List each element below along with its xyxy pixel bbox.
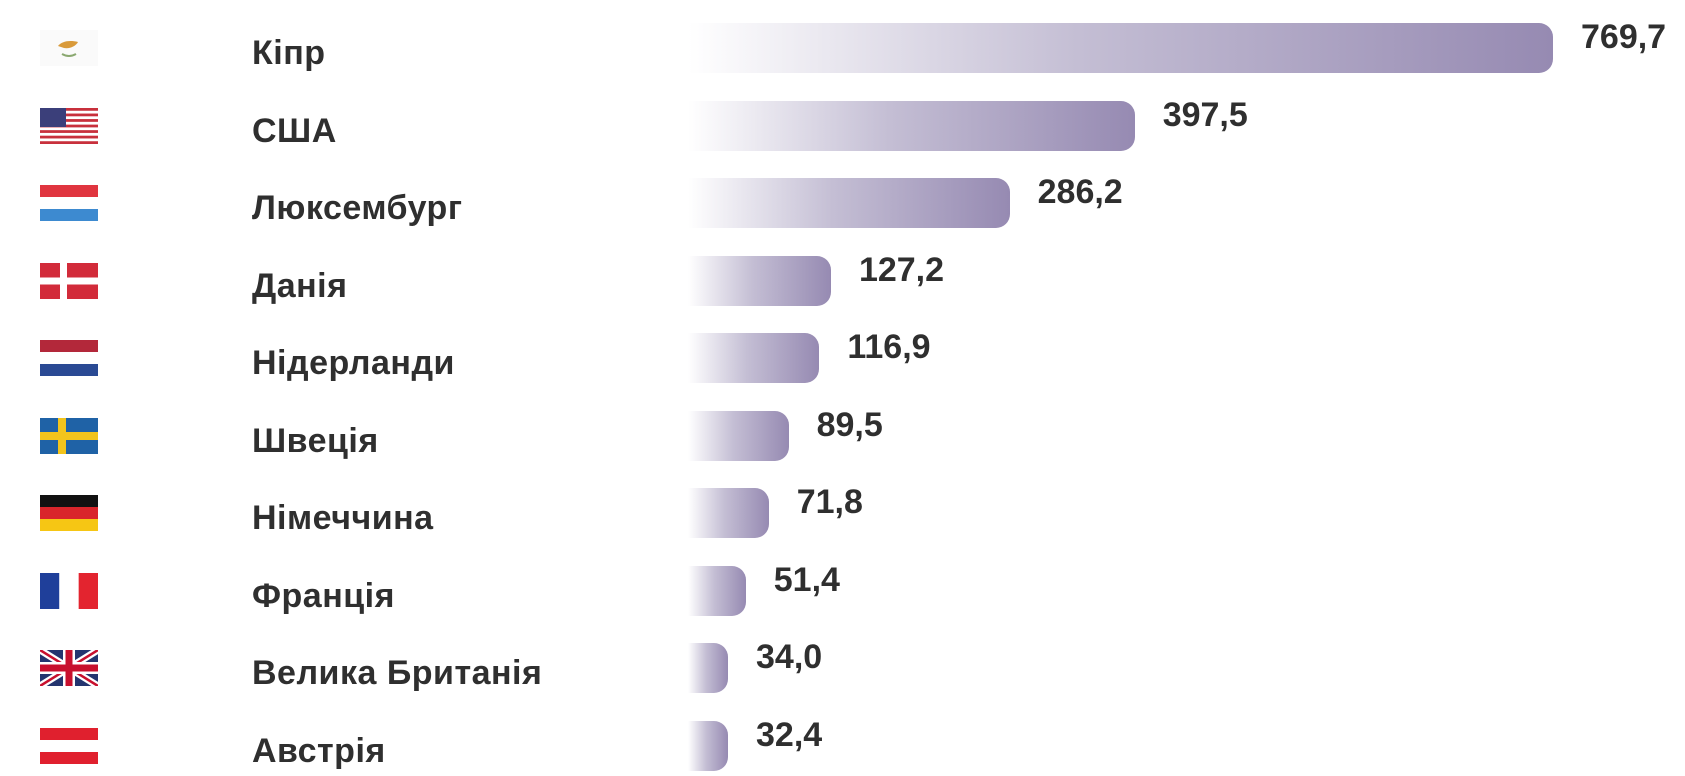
france-flag-icon (40, 572, 98, 609)
chart-row: Люксембург 286,2 (0, 173, 1685, 233)
category-label: Австрія (252, 731, 386, 770)
bar (688, 100, 1135, 151)
value-label: 286,2 (1037, 173, 1123, 211)
bar (688, 410, 789, 461)
uk-flag-icon (40, 650, 98, 686)
category-label: Франція (252, 576, 395, 615)
bar (688, 178, 1010, 228)
category-label: Люксембург (252, 189, 463, 227)
bar (688, 333, 820, 383)
value-label: 89,5 (816, 405, 883, 444)
chart-row: Австрія 32,4 (0, 716, 1685, 776)
usa-flag-icon (40, 107, 98, 144)
netherlands-flag-icon (40, 340, 98, 376)
category-label: Німеччина (252, 499, 434, 537)
value-label: 32,4 (756, 715, 823, 754)
germany-flag-icon (40, 495, 98, 531)
chart-row: Швеція 89,5 (0, 406, 1685, 466)
bar (688, 255, 831, 306)
cyprus-flag-icon (40, 30, 98, 66)
value-label: 397,5 (1162, 95, 1248, 134)
chart-row: США 397,5 (0, 96, 1685, 156)
value-label: 127,2 (858, 250, 945, 289)
value-label: 51,4 (773, 560, 840, 599)
bar (688, 488, 769, 538)
value-label: 71,8 (796, 483, 863, 521)
bar (688, 643, 728, 693)
luxembourg-flag-icon (40, 185, 98, 221)
category-label: Нідерланди (252, 344, 455, 382)
value-label: 34,0 (756, 638, 823, 676)
bar (688, 23, 1553, 73)
chart-row: Нідерланди 116,9 (0, 328, 1685, 388)
sweden-flag-icon (40, 417, 98, 454)
bar (688, 720, 728, 771)
category-label: Швеція (252, 421, 379, 460)
chart-row: Велика Британія 34,0 (0, 638, 1685, 698)
chart-row: Німеччина 71,8 (0, 483, 1685, 543)
value-label: 116,9 (847, 328, 931, 366)
bar (688, 565, 746, 616)
denmark-flag-icon (40, 262, 98, 299)
chart-row: Кіпр 769,7 (0, 18, 1685, 78)
category-label: США (252, 111, 337, 150)
category-label: Данія (252, 266, 348, 305)
austria-flag-icon (40, 727, 98, 764)
category-label: Велика Британія (252, 654, 543, 692)
chart-row: Данія 127,2 (0, 251, 1685, 311)
chart-row: Франція 51,4 (0, 561, 1685, 621)
category-label: Кіпр (252, 34, 326, 72)
value-label: 769,7 (1581, 18, 1667, 56)
